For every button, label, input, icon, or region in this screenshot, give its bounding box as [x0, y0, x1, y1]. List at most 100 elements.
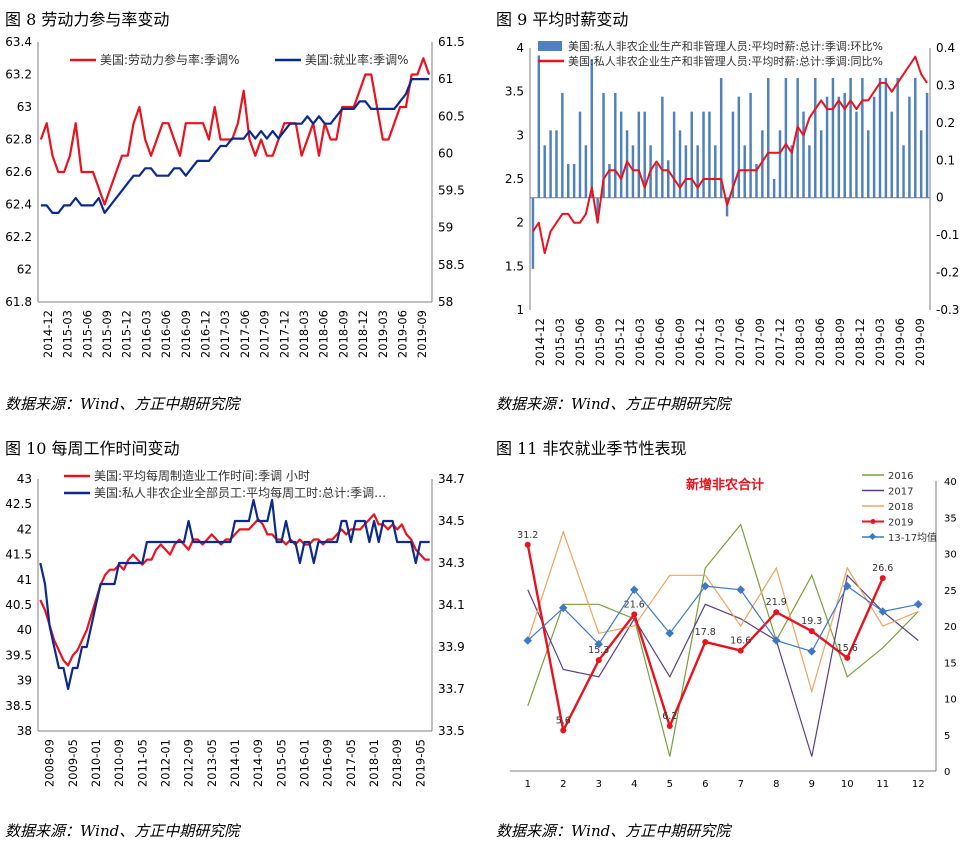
x-tick-label: 2017-09 — [753, 318, 767, 366]
y-tick-label-left: 62.6 — [5, 165, 32, 179]
y-tick-label-left: 62 — [17, 263, 32, 277]
x-tick-label: 2018-03 — [793, 318, 807, 366]
x-tick-label: 2017-05 — [344, 739, 358, 787]
bar-27 — [690, 111, 693, 198]
x-tick-label: 10 — [841, 779, 854, 790]
y-tick-label-right: 5 — [944, 731, 950, 742]
bar-3 — [549, 130, 552, 198]
bar-7 — [572, 164, 576, 198]
series-line-1 — [527, 574, 919, 757]
x-tick-label: 2019-09 — [415, 310, 429, 358]
bar-14 — [614, 92, 617, 198]
x-tick-label: 2018-09 — [336, 310, 350, 358]
panel-title: 图 8 劳动力参与率变动 — [5, 10, 170, 29]
x-tick-label: 2018-06 — [813, 318, 827, 366]
y-tick-label-left: 4 — [516, 41, 524, 55]
y-tick-label-right: 60 — [438, 146, 453, 160]
point-2019 — [879, 575, 886, 582]
x-tick-label: 2015-03 — [61, 310, 75, 358]
y-tick-label-left: 1 — [516, 303, 524, 317]
legend-label: 美国:私人非农企业生产和非管理人员:平均时薪:总计:季调:环比% — [568, 39, 883, 53]
y-tick-label-right: 61.5 — [438, 35, 465, 49]
bar-29 — [702, 111, 705, 198]
point-avg — [807, 647, 816, 656]
series-line-2 — [527, 529, 919, 694]
x-tick-label: 2018-12 — [853, 318, 867, 366]
x-tick-label: 2016-03 — [633, 318, 647, 366]
panel-weekly-hours: 图 10 每周工作时间变动 38 38.5 39 39.5 40 40.5 41 41.5 42… — [0, 425, 470, 845]
x-tick-label: 2018-01 — [367, 739, 381, 787]
y-tick-label-left: 39 — [17, 674, 32, 688]
y-tick-label-left: 63.2 — [5, 68, 32, 82]
panel-title: 图 9 平均时薪变动 — [496, 10, 629, 29]
point-avg — [772, 636, 781, 645]
bar-54 — [849, 77, 852, 198]
data-label: 17.8 — [695, 627, 716, 638]
bar-30 — [708, 111, 711, 198]
x-tick-label: 2019-06 — [395, 310, 409, 358]
series-line-1 — [39, 498, 430, 691]
y-tick-label-left: 38.5 — [5, 699, 32, 713]
point-2019 — [560, 727, 567, 734]
bar-25 — [678, 130, 682, 198]
legend-label: 美国:私人非农企业生产和非管理人员:平均时薪:总计:季调:同比% — [568, 54, 883, 68]
y-tick-label-left: 39.5 — [5, 648, 32, 662]
bar-13 — [608, 164, 611, 198]
legend-marker — [870, 519, 876, 524]
point-avg — [914, 600, 923, 609]
bar-21 — [655, 164, 658, 198]
y-tick-label-right: 33.5 — [438, 724, 465, 738]
x-tick-label: 2010-09 — [112, 739, 126, 787]
bar-53 — [843, 92, 846, 198]
bar-28 — [696, 145, 699, 198]
x-tick-label: 2017-06 — [733, 318, 747, 366]
panel-title: 图 10 每周工作时间变动 — [5, 439, 180, 458]
series-line-0 — [527, 523, 919, 757]
x-tick-label: 2013-05 — [205, 739, 219, 787]
bar-63 — [902, 145, 905, 198]
bar-5 — [561, 92, 564, 198]
panel-source: 数据来源：Wind、方正中期研究院 — [5, 822, 240, 840]
x-tick-label: 2011-05 — [135, 739, 149, 787]
x-tick-label: 2012-09 — [182, 739, 196, 787]
x-tick-label: 2017-12 — [773, 318, 787, 366]
y-tick-label-left: 2 — [516, 216, 524, 230]
x-tick-label: 12 — [912, 779, 925, 790]
x-tick-label: 2016-01 — [298, 739, 312, 787]
bar-38 — [755, 164, 758, 198]
panel-source: 数据来源：Wind、方正中期研究院 — [5, 395, 240, 413]
bar-59 — [878, 77, 882, 198]
bar-10 — [590, 59, 593, 198]
data-label: 15.3 — [588, 645, 609, 656]
bar-35 — [737, 96, 741, 198]
panel-nonfarm-seasonality: 图 11 非农就业季节性表现 0 5 10 15 20 25 30 35 40 1 2 3 4 5 6 7 8 9… — [490, 425, 970, 845]
bar-57 — [867, 130, 870, 198]
x-tick-label: 2018-06 — [317, 310, 331, 358]
y-tick-label-left: 2.5 — [505, 172, 524, 186]
data-label: 21.9 — [766, 597, 787, 608]
series-line-0 — [39, 57, 431, 206]
x-tick-label: 2018-09 — [833, 318, 847, 366]
point-2019 — [702, 638, 709, 645]
x-tick-label: 2017-12 — [277, 310, 291, 358]
legend-marker — [868, 532, 877, 541]
bar-66 — [919, 130, 923, 198]
y-tick-label-right: 15 — [944, 658, 957, 669]
y-tick-label-right: 40 — [944, 477, 957, 488]
y-tick-label-right: 0 — [936, 191, 944, 205]
x-tick-label: 3 — [596, 779, 602, 790]
point-2019 — [808, 628, 815, 635]
bar-55 — [855, 111, 858, 198]
data-label: 26.6 — [872, 563, 893, 574]
bar-49 — [819, 130, 823, 198]
x-tick-label: 11 — [876, 779, 889, 790]
y-tick-label-left: 41 — [17, 573, 32, 587]
x-tick-label: 4 — [631, 779, 637, 790]
panel-source: 数据来源：Wind、方正中期研究院 — [496, 395, 731, 413]
y-tick-label-right: 0.1 — [936, 153, 955, 167]
y-tick-label-right: 33.7 — [438, 682, 465, 696]
bar-58 — [872, 96, 876, 198]
x-tick-label: 2010-01 — [89, 739, 103, 787]
point-2019 — [631, 611, 638, 618]
bar-48 — [814, 77, 817, 198]
